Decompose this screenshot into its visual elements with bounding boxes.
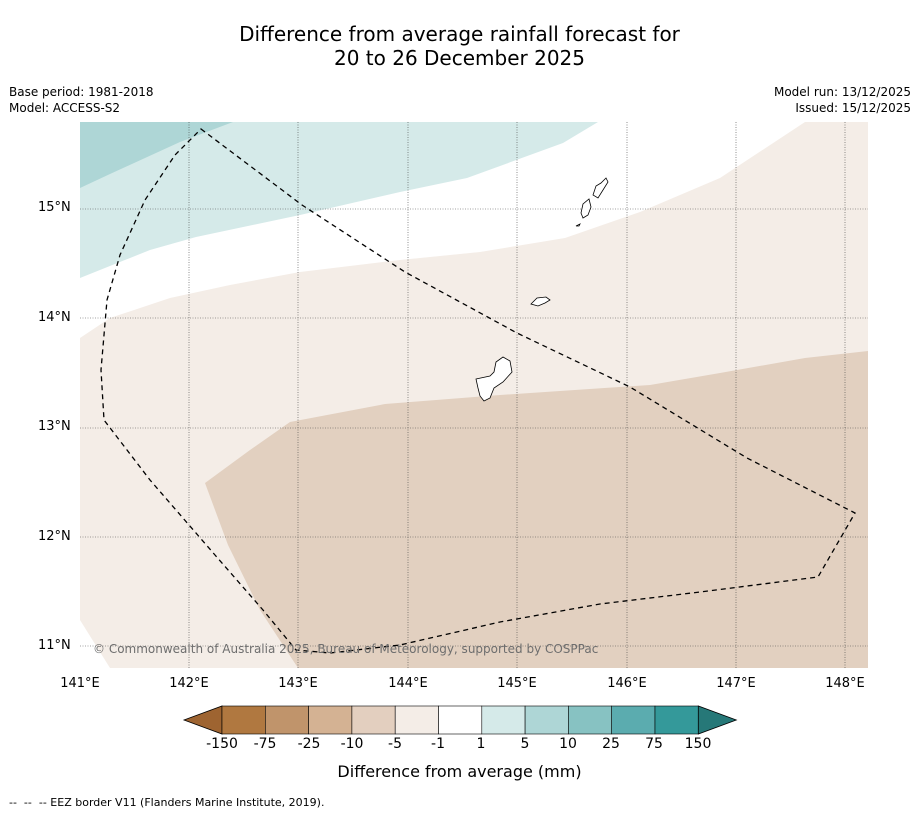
lon-label-145e: 145°E (497, 676, 537, 691)
lon-label-148e: 148°E (825, 676, 865, 691)
island-coastlines (475, 177, 609, 402)
colorbar-cell (351, 705, 396, 735)
colorbar-cell (308, 705, 353, 735)
cb-tick: -75 (253, 736, 277, 752)
cb-tick: -1 (431, 736, 445, 752)
colorbar-extend-low (182, 705, 223, 735)
rainfall-field (80, 122, 868, 668)
chart-title: Difference from average rainfall forecas… (0, 22, 919, 70)
island-guam (475, 356, 513, 402)
colorbar-extend-high (697, 705, 738, 735)
region-mid-teal (80, 122, 233, 188)
lon-label-142e: 142°E (169, 676, 209, 691)
model-name: Model: ACCESS-S2 (9, 101, 121, 115)
lon-label-146e: 146°E (607, 676, 647, 691)
cb-tick: 25 (602, 736, 620, 752)
cb-tick: 10 (559, 736, 577, 752)
lat-label-11n: 11°N (38, 638, 71, 653)
lat-label-14n: 14°N (38, 310, 71, 325)
colorbar-cell (524, 705, 569, 735)
issued-date: Issued: 15/12/2025 (795, 101, 911, 115)
title-line-2: 20 to 26 December 2025 (333, 46, 585, 70)
eez-border (100, 128, 856, 654)
meta-left: Base period: 1981-2018 Model: ACCESS-S2 (9, 84, 154, 116)
copyright-notice: © Commonwealth of Australia 2025, Bureau… (93, 642, 599, 656)
lat-label-15n: 15°N (38, 200, 71, 215)
cb-tick: 5 (520, 736, 530, 752)
cb-tick: -5 (388, 736, 402, 752)
cb-tick: -25 (297, 736, 321, 752)
island-rota (530, 296, 551, 307)
model-run: Model run: 13/12/2025 (773, 85, 911, 99)
lat-label-13n: 13°N (38, 419, 71, 434)
lon-label-147e: 147°E (716, 676, 756, 691)
cb-tick: 75 (645, 736, 663, 752)
gridlines (80, 122, 868, 668)
island-tinian (580, 198, 592, 219)
lat-label-12n: 12°N (38, 529, 71, 544)
lon-label-144e: 144°E (388, 676, 428, 691)
meta-right: Model run: 13/12/2025 Issued: 15/12/2025 (774, 84, 911, 116)
colorbar-cell (654, 705, 699, 735)
title-line-1: Difference from average rainfall forecas… (239, 22, 680, 46)
lon-label-141e: 141°E (60, 676, 100, 691)
colorbar-cell (264, 705, 309, 735)
island-saipan (592, 177, 609, 199)
island-aguijan (575, 223, 581, 227)
cb-tick: -150 (206, 736, 238, 752)
colorbar-cells (182, 705, 738, 735)
colorbar-cell (611, 705, 656, 735)
cb-tick: -10 (340, 736, 364, 752)
eez-legend-footer: -- -- -- EEZ border V11 (Flanders Marine… (9, 796, 325, 809)
base-period: Base period: 1981-2018 (9, 85, 154, 99)
cb-tick: 1 (476, 736, 486, 752)
colorbar-cell (481, 705, 526, 735)
lon-label-143e: 143°E (278, 676, 318, 691)
region-light-teal (80, 122, 598, 278)
colorbar-cell (568, 705, 613, 735)
cb-tick: 150 (684, 736, 712, 752)
colorbar-cell (438, 705, 483, 735)
colorbar-cell (394, 705, 439, 735)
colorbar-label: Difference from average (mm) (337, 762, 582, 781)
colorbar-cell (221, 705, 266, 735)
